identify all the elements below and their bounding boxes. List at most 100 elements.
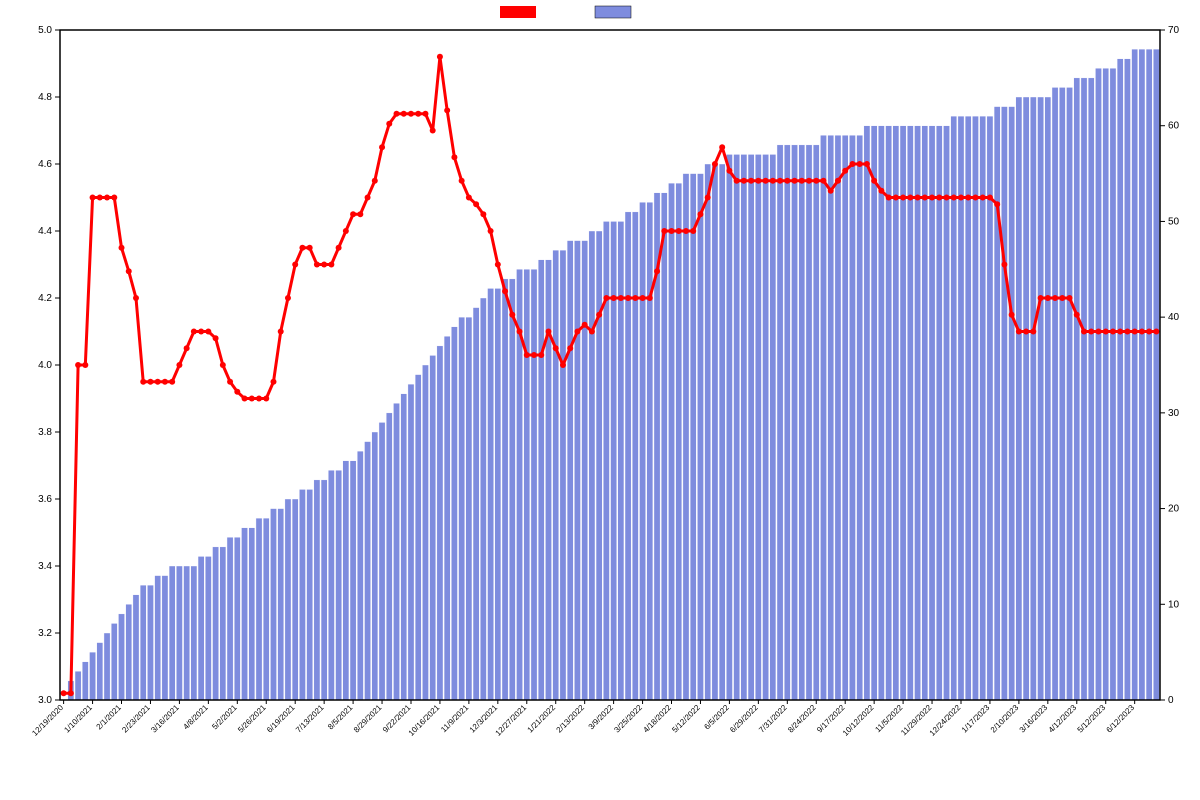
bar bbox=[791, 145, 797, 700]
bar bbox=[857, 135, 863, 700]
bar bbox=[763, 154, 769, 700]
line-marker bbox=[437, 54, 443, 60]
line-marker bbox=[835, 178, 841, 184]
bar bbox=[734, 154, 740, 700]
line-marker bbox=[140, 379, 146, 385]
bar bbox=[951, 116, 957, 700]
line-marker bbox=[75, 362, 81, 368]
bar bbox=[799, 145, 805, 700]
line-marker bbox=[451, 154, 457, 160]
bar bbox=[1030, 97, 1036, 700]
bar bbox=[1095, 68, 1101, 700]
line-marker bbox=[444, 107, 450, 113]
line-marker bbox=[1132, 329, 1138, 335]
bar bbox=[987, 116, 993, 700]
left-tick-label: 4.8 bbox=[38, 92, 52, 103]
bar bbox=[155, 576, 161, 700]
bar bbox=[1088, 78, 1094, 700]
line-marker bbox=[299, 245, 305, 251]
line-marker bbox=[857, 161, 863, 167]
bar bbox=[466, 317, 472, 700]
right-tick-label: 50 bbox=[1168, 216, 1180, 227]
line-marker bbox=[1001, 262, 1007, 268]
line-marker bbox=[965, 195, 971, 201]
left-tick-label: 4.4 bbox=[38, 226, 52, 237]
bar bbox=[147, 585, 153, 700]
line-marker bbox=[806, 178, 812, 184]
line-marker bbox=[473, 201, 479, 207]
left-tick-label: 3.4 bbox=[38, 561, 52, 572]
line-marker bbox=[227, 379, 233, 385]
bar bbox=[133, 595, 139, 700]
line-marker bbox=[799, 178, 805, 184]
bar bbox=[386, 413, 392, 700]
bar bbox=[784, 145, 790, 700]
bar bbox=[618, 221, 624, 700]
legend-swatch-line bbox=[500, 6, 536, 18]
line-marker bbox=[357, 211, 363, 217]
line-marker bbox=[538, 352, 544, 358]
bar bbox=[1001, 107, 1007, 700]
line-marker bbox=[871, 178, 877, 184]
line-marker bbox=[603, 295, 609, 301]
bar bbox=[444, 336, 450, 700]
bar bbox=[878, 126, 884, 700]
line-marker bbox=[763, 178, 769, 184]
bar bbox=[321, 480, 327, 700]
bar bbox=[488, 288, 494, 700]
bar bbox=[184, 566, 190, 700]
bar bbox=[191, 566, 197, 700]
bar bbox=[343, 461, 349, 700]
bar bbox=[75, 671, 81, 700]
bar bbox=[777, 145, 783, 700]
bar bbox=[907, 126, 913, 700]
line-marker bbox=[1045, 295, 1051, 301]
line-marker bbox=[719, 144, 725, 150]
line-marker bbox=[90, 195, 96, 201]
bar bbox=[256, 518, 262, 700]
bar bbox=[849, 135, 855, 700]
line-marker bbox=[792, 178, 798, 184]
line-marker bbox=[849, 161, 855, 167]
line-marker bbox=[213, 335, 219, 341]
line-marker bbox=[640, 295, 646, 301]
bar bbox=[1023, 97, 1029, 700]
bar bbox=[1110, 68, 1116, 700]
line-marker bbox=[944, 195, 950, 201]
bar bbox=[1052, 87, 1058, 700]
right-tick-label: 40 bbox=[1168, 312, 1180, 323]
line-marker bbox=[336, 245, 342, 251]
bar bbox=[270, 509, 276, 700]
line-marker bbox=[654, 268, 660, 274]
bar bbox=[1146, 49, 1152, 700]
bar bbox=[524, 269, 530, 700]
line-marker bbox=[343, 228, 349, 234]
bar bbox=[603, 221, 609, 700]
line-marker bbox=[661, 228, 667, 234]
bar bbox=[1074, 78, 1080, 700]
line-marker bbox=[480, 211, 486, 217]
line-marker bbox=[111, 195, 117, 201]
bar bbox=[943, 126, 949, 700]
line-marker bbox=[415, 111, 421, 117]
line-marker bbox=[683, 228, 689, 234]
line-marker bbox=[1153, 329, 1159, 335]
line-marker bbox=[466, 195, 472, 201]
line-marker bbox=[1095, 329, 1101, 335]
bar bbox=[430, 355, 436, 700]
line-marker bbox=[314, 262, 320, 268]
line-marker bbox=[741, 178, 747, 184]
bar bbox=[741, 154, 747, 700]
line-marker bbox=[915, 195, 921, 201]
bar bbox=[205, 556, 211, 700]
line-marker bbox=[422, 111, 428, 117]
line-marker bbox=[1067, 295, 1073, 301]
line-marker bbox=[951, 195, 957, 201]
line-marker bbox=[502, 288, 508, 294]
line-marker bbox=[1081, 329, 1087, 335]
bar bbox=[676, 183, 682, 700]
line-marker bbox=[517, 329, 523, 335]
bar bbox=[914, 126, 920, 700]
line-marker bbox=[748, 178, 754, 184]
bar bbox=[97, 643, 103, 700]
